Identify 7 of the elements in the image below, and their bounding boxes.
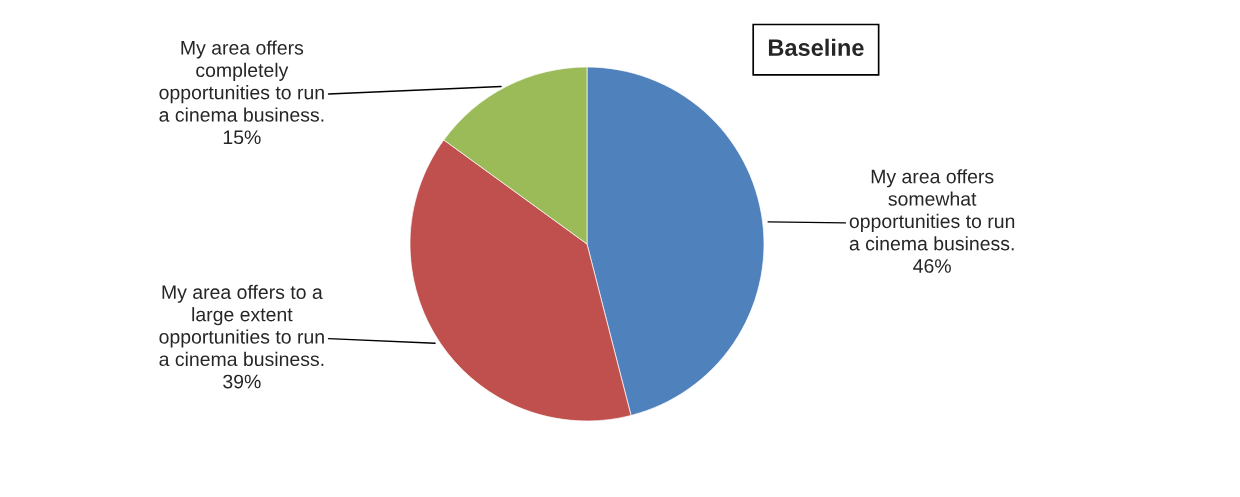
- slice-label: My area offers to a large extent opportunities to run a cinema business.: [159, 284, 324, 367]
- data-label: 15%: [223, 130, 261, 145]
- data-label: 46%: [913, 259, 951, 273]
- data-label: 39%: [223, 374, 261, 389]
- slice-label: My area offers somewhat opportunities to run a cinema business.: [849, 169, 1015, 251]
- slice-label: My area offers completely opportunities to run a cinema business.: [159, 40, 324, 122]
- chart-title: Baseline: [768, 38, 864, 57]
